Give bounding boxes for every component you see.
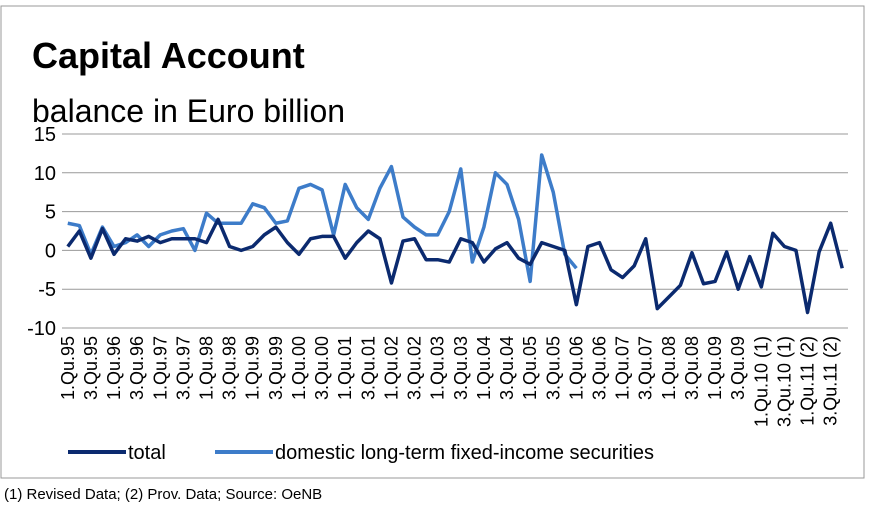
x-tick-label: 3.Qu.08 <box>682 336 702 400</box>
x-tick-label: 1.Qu.99 <box>243 336 263 400</box>
x-tick-label: 3.Qu.03 <box>451 336 471 400</box>
legend-label: domestic long-term fixed-income securiti… <box>275 442 654 464</box>
footnote: (1) Revised Data; (2) Prov. Data; Source… <box>4 486 322 503</box>
x-tick-label: 1.Qu.09 <box>705 336 725 400</box>
x-tick-label: 3.Qu.02 <box>405 336 425 400</box>
x-tick-label: 1.Qu.03 <box>428 336 448 400</box>
x-tick-label: 1.Qu.00 <box>289 336 309 400</box>
x-tick-label: 3.Qu.96 <box>127 336 147 400</box>
chart-subtitle: balance in Euro billion <box>32 93 345 129</box>
x-tick-label: 1.Qu.10 (1) <box>751 336 771 427</box>
x-tick-label: 1.Qu.02 <box>381 336 401 400</box>
x-tick-label: 1.Qu.97 <box>150 336 170 400</box>
x-tick-label: 3.Qu.99 <box>266 336 286 400</box>
series-line <box>67 153 578 284</box>
x-tick-label: 1.Qu.95 <box>58 336 78 400</box>
x-tick-label: 3.Qu.06 <box>589 336 609 400</box>
y-tick-label: -10 <box>27 318 56 340</box>
x-tick-label: 1.Qu.07 <box>613 336 633 400</box>
x-tick-label: 1.Qu.01 <box>335 336 355 400</box>
x-tick-label: 3.Qu.11 (2) <box>821 336 841 426</box>
x-tick-label: 3.Qu.09 <box>728 336 748 400</box>
frame <box>0 5 865 479</box>
x-tick-label: 3.Qu.98 <box>220 336 240 400</box>
y-tick-label: 10 <box>34 163 56 185</box>
y-tick-label: 15 <box>34 124 56 146</box>
legend-label: total <box>128 442 166 464</box>
y-tick-label: 5 <box>45 202 56 224</box>
x-tick-label: 3.Qu.04 <box>497 336 517 400</box>
x-tick-label: 1.Qu.98 <box>196 336 216 400</box>
x-tick-label: 3.Qu.00 <box>312 336 332 400</box>
y-tick-label: -5 <box>38 279 56 301</box>
x-tick-label: 3.Qu.05 <box>543 336 563 400</box>
x-tick-label: 3.Qu.07 <box>636 336 656 400</box>
x-tick-label: 1.Qu.05 <box>520 336 540 400</box>
x-tick-label: 1.Qu.11 (2) <box>798 336 818 426</box>
x-tick-label: 1.Qu.96 <box>104 336 124 400</box>
x-tick-label: 1.Qu.06 <box>566 336 586 400</box>
x-tick-label: 3.Qu.95 <box>81 336 101 400</box>
x-tick-label: 3.Qu.97 <box>173 336 193 400</box>
x-tick-label: 1.Qu.08 <box>659 336 679 400</box>
x-tick-label: 3.Qu.01 <box>358 336 378 400</box>
series-line <box>66 217 844 315</box>
chart-title: Capital Account <box>32 35 305 76</box>
x-tick-label: 3.Qu.10 (1) <box>774 336 794 427</box>
y-tick-label: 0 <box>45 240 56 262</box>
x-tick-label: 1.Qu.04 <box>474 336 494 400</box>
